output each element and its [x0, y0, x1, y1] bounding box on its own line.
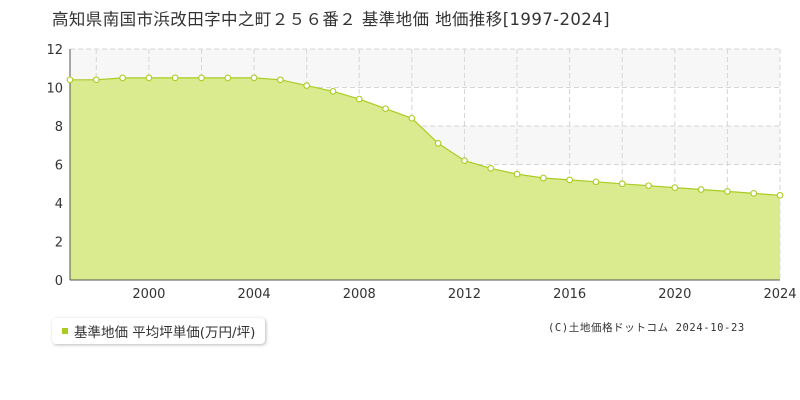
- data-point: [487, 165, 495, 172]
- data-point: [645, 182, 652, 190]
- y-tick-labels: 0 2 4 6 8 10 12: [46, 43, 63, 289]
- data-point: [145, 74, 153, 82]
- data-point: [303, 82, 311, 89]
- y-tick-label: 10: [46, 82, 63, 97]
- data-point: [513, 170, 521, 178]
- y-tick-label: 8: [55, 120, 63, 135]
- data-point: [119, 74, 126, 82]
- x-tick-label: 2000: [132, 287, 165, 302]
- data-point: [618, 180, 626, 188]
- data-point: [434, 139, 442, 147]
- data-point: [355, 95, 363, 103]
- y-tick-label: 12: [46, 43, 63, 58]
- series-markers: [66, 74, 784, 199]
- x-tick-label: 2012: [448, 287, 481, 302]
- data-point: [566, 176, 573, 184]
- data-point: [382, 105, 389, 113]
- copyright-text: (C)土地価格ドットコム 2024-10-23: [548, 322, 745, 334]
- data-point: [171, 74, 179, 82]
- x-tick-label: 2016: [553, 287, 586, 302]
- x-tick-labels: 2000 2004 2008 2012 2016 2020 2024: [132, 287, 796, 302]
- data-point: [776, 191, 784, 199]
- y-tick-label: 2: [55, 236, 63, 251]
- legend: 基準地価 平均坪単価(万円/坪): [52, 318, 266, 344]
- data-point: [461, 157, 468, 164]
- data-point: [277, 76, 284, 84]
- y-tick-label: 0: [55, 274, 63, 289]
- data-point: [750, 190, 758, 197]
- y-tick-label: 4: [55, 197, 63, 212]
- x-tick-label: 2020: [658, 287, 691, 302]
- x-tick-label: 2024: [763, 287, 796, 302]
- data-point: [92, 76, 100, 84]
- x-tick-label: 2008: [343, 287, 376, 302]
- data-point: [697, 186, 705, 193]
- data-point: [671, 184, 679, 191]
- axes: [69, 49, 780, 281]
- x-tick-label: 2004: [238, 287, 271, 302]
- legend-swatch: [62, 328, 68, 334]
- data-point: [198, 74, 205, 82]
- data-point: [66, 76, 74, 84]
- data-point: [224, 74, 232, 82]
- data-point: [724, 188, 731, 195]
- series-line: [70, 77, 781, 196]
- data-point: [592, 178, 600, 186]
- data-point: [329, 87, 337, 95]
- data-point: [408, 114, 416, 122]
- data-point: [250, 74, 258, 82]
- series-area: [70, 77, 780, 281]
- y-tick-label: 6: [55, 159, 63, 174]
- data-point: [539, 174, 547, 182]
- chart-title: 高知県南国市浜改田字中之町２５６番２ 基準地価 地価推移[1997-2024]: [52, 10, 610, 29]
- legend-label: 基準地価 平均坪単価(万円/坪): [74, 325, 256, 341]
